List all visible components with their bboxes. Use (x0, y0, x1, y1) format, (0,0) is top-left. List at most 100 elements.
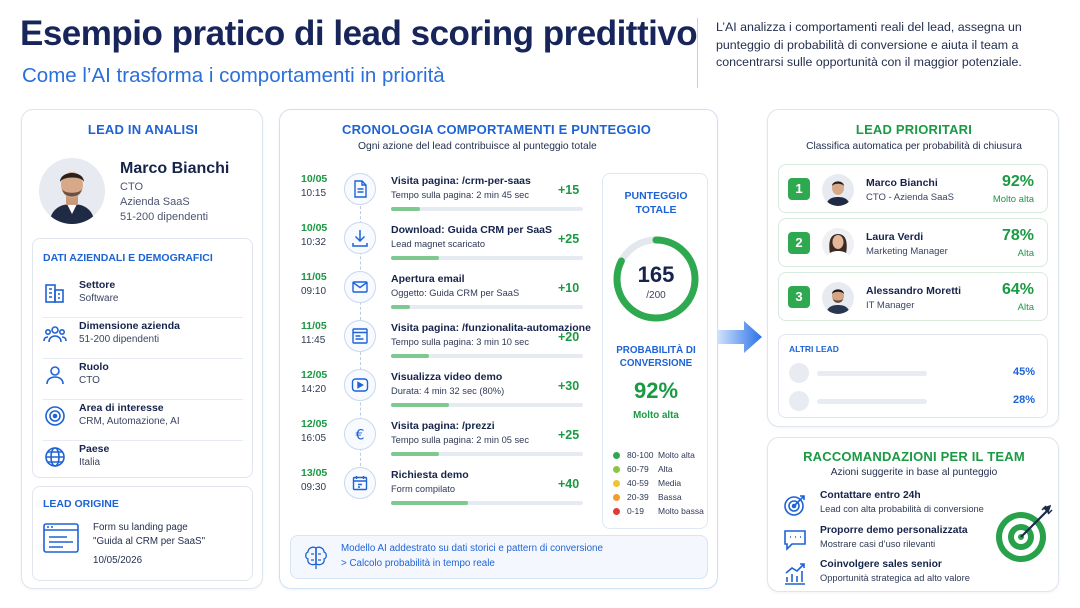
timeline-detail: Tempo sulla pagina: 3 min 10 sec (391, 337, 529, 347)
priority-lead-item[interactable]: 1 Marco Bianchi CTO - Azienda SaaS 92% M… (778, 164, 1048, 213)
divider (43, 317, 243, 318)
timeline-action: Visita pagina: /funzionalita-automazione (391, 322, 591, 334)
origin-date: 10/05/2026 (93, 555, 143, 566)
target-icon (45, 406, 65, 426)
legend-range: 80-100 (627, 450, 654, 460)
timeline-progress (391, 305, 583, 309)
avatar (822, 174, 854, 206)
timeline-date: 10/05 (301, 173, 328, 185)
recommendation-title: Proporre demo personalizzata (820, 525, 968, 536)
priority-lead-item[interactable]: 2 Laura Verdi Marketing Manager 78% Alta (778, 218, 1048, 267)
timeline-points: +30 (558, 379, 580, 393)
timeline-progress (391, 207, 583, 211)
info-label: Dimensione azienda (79, 320, 180, 332)
other-lead-item[interactable]: 45% (779, 363, 1049, 385)
timeline-points: +15 (558, 183, 580, 197)
info-value: Italia (79, 457, 101, 468)
recommendation-item: Proporre demo personalizzata Mostrare ca… (782, 525, 1002, 555)
euro-icon: € (344, 418, 376, 450)
probability-title-line1: PROBABILITÀ DI (616, 345, 696, 356)
divider (43, 399, 243, 400)
lead-probability: 64% (1001, 281, 1034, 298)
score-gauge (613, 236, 699, 322)
timeline-progress (391, 403, 583, 407)
timeline-time: 09:10 (301, 286, 327, 297)
web-form-icon (43, 523, 79, 553)
svg-text:€: € (356, 428, 365, 444)
page-subtitle: Come l’AI trasforma i comportamenti in p… (22, 64, 445, 87)
legend-name: Molto bassa (658, 506, 704, 516)
people-icon (43, 326, 67, 343)
timeline-subtitle: Ogni azione del lead contribuisce al pun… (358, 141, 597, 152)
recommendation-title: Coinvolgere sales senior (820, 559, 942, 570)
divider (43, 358, 243, 359)
timeline-points: +10 (558, 281, 580, 295)
browser-icon (344, 320, 376, 352)
score-panel: PUNTEGGIO TOTALE 165 /200 PROBABILITÀ DI… (602, 173, 708, 529)
globe-icon (45, 447, 65, 467)
timeline-list: 10/05 10:15 Visita pagina: /crm-per-saas… (280, 173, 591, 533)
model-note-line2: > Calcolo probabilità in tempo reale (341, 558, 495, 569)
priority-subtitle: Classifica automatica per probabilità di… (806, 141, 1022, 152)
info-value: 51-200 dipendenti (79, 334, 160, 345)
play-icon (344, 369, 376, 401)
chart-icon (785, 563, 805, 585)
mail-icon (344, 271, 376, 303)
timeline-date: 11/05 (301, 320, 327, 332)
company-data-title: DATI AZIENDALI E DEMOGRAFICI (43, 252, 213, 264)
timeline-time: 09:30 (301, 482, 327, 493)
timeline-date: 10/05 (301, 222, 328, 234)
probability-legend: 80-100 Molto alta 60-79 Alta 40-59 Media 20… (603, 450, 709, 530)
timeline-date: 12/05 (301, 369, 328, 381)
timeline-card: CRONOLOGIA COMPORTAMENTI E PUNTEGGIO Ogn… (279, 109, 718, 589)
legend-range: 60-79 (627, 464, 649, 474)
score-title-line2: TOTALE (635, 204, 677, 216)
priority-lead-item[interactable]: 3 Alessandro Moretti IT Manager 64% Alta (778, 272, 1048, 321)
timeline-action: Richiesta demo (391, 469, 469, 481)
chat-icon (784, 530, 806, 551)
timeline-points: +20 (558, 330, 580, 344)
lead-name: Marco Bianchi (120, 160, 230, 177)
info-value: CRM, Automazione, AI (79, 416, 180, 427)
other-lead-pct: 28% (1012, 394, 1035, 406)
rank-badge: 1 (788, 178, 810, 200)
lead-name: Alessandro Moretti (866, 285, 962, 297)
header-divider (697, 18, 698, 88)
timeline-item: 11/05 09:10 Apertura email Oggetto: Guid… (280, 271, 583, 319)
probability-value: 92% (633, 378, 679, 403)
target-icon (784, 495, 805, 516)
lead-company: Azienda SaaS (120, 196, 190, 208)
legend-name: Media (658, 478, 682, 488)
info-label: Paese (79, 443, 110, 455)
placeholder-bar (817, 399, 927, 404)
timeline-date: 12/05 (301, 418, 328, 430)
recommendations-title: RACCOMANDAZIONI PER IL TEAM (803, 449, 1025, 464)
avatar (822, 282, 854, 314)
timeline-title: CRONOLOGIA COMPORTAMENTI E PUNTEGGIO (342, 122, 652, 137)
timeline-points: +25 (558, 232, 580, 246)
recommendation-title: Contattare entro 24h (820, 490, 921, 501)
timeline-date: 11/05 (301, 271, 327, 283)
info-label: Settore (79, 279, 116, 291)
timeline-action: Visualizza video demo (391, 371, 503, 383)
timeline-points: +40 (558, 477, 580, 491)
legend-range: 20-39 (627, 492, 649, 502)
timeline-time: 10:32 (301, 237, 327, 248)
probability-level: Molto alta (633, 410, 679, 421)
info-label: Ruolo (79, 361, 109, 373)
page-icon (344, 173, 376, 205)
lead-level: Alta (1017, 302, 1034, 313)
info-row-role: Ruolo CTO (43, 361, 243, 399)
timeline-action: Visita pagina: /crm-per-saas (391, 175, 531, 187)
lead-role: IT Manager (866, 300, 915, 311)
info-value: Software (79, 293, 119, 304)
calendar-icon (344, 467, 376, 499)
building-icon (45, 284, 64, 303)
timeline-detail: Durata: 4 min 32 sec (80%) (391, 386, 505, 396)
arrow-right-icon (718, 321, 762, 353)
lead-level: Molto alta (992, 194, 1034, 205)
origin-line1: Form su landing page (93, 522, 188, 533)
other-lead-item[interactable]: 28% (779, 391, 1049, 413)
recommendation-item: Contattare entro 24h Lead con alta proba… (782, 490, 1002, 520)
divider (43, 440, 243, 441)
